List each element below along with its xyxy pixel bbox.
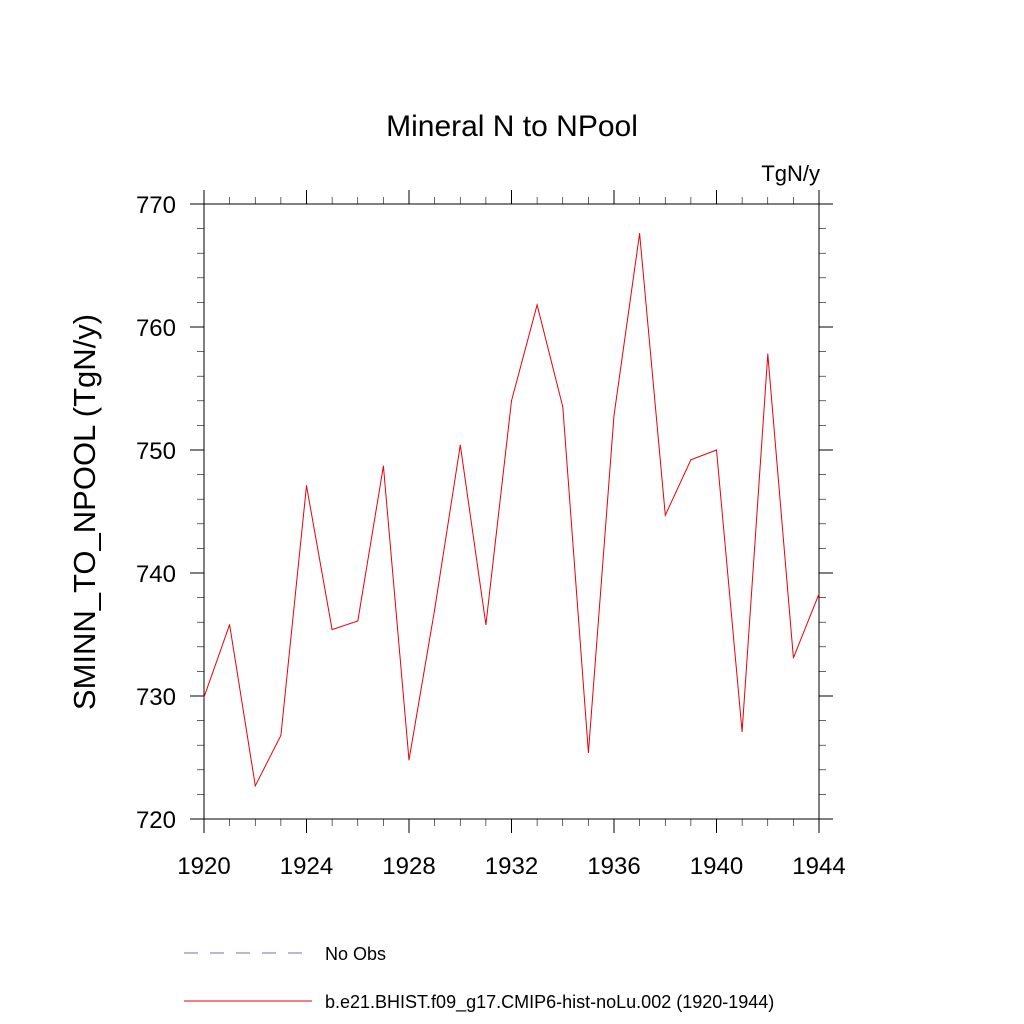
plot-frame (203, 203, 820, 820)
units-label: TgN/y (761, 161, 820, 186)
data-point (485, 624, 487, 626)
data-point (408, 759, 410, 761)
data-point (306, 485, 307, 487)
data-point (716, 449, 717, 451)
data-point (280, 734, 282, 736)
data-point (357, 620, 359, 622)
data-point (331, 629, 333, 631)
x-tick-label: 1940 (690, 853, 743, 880)
y-tick-label: 760 (136, 315, 176, 342)
y-tick-label: 730 (136, 684, 176, 711)
x-tick-label: 1932 (485, 853, 538, 880)
data-point (792, 657, 794, 659)
data-point (664, 514, 666, 516)
y-tick-label: 740 (136, 561, 176, 588)
data-point (382, 465, 384, 467)
data-point (511, 400, 512, 402)
chart-title: Mineral N to NPool (386, 110, 638, 143)
data-point (536, 304, 538, 306)
y-tick-label: 770 (136, 192, 176, 219)
data-point (229, 624, 231, 626)
data-point (562, 406, 564, 408)
data-point (741, 731, 743, 733)
data-point (254, 785, 256, 787)
data-point (690, 459, 692, 461)
y-tick-label: 720 (136, 807, 176, 834)
data-point (639, 233, 641, 235)
x-tick-label: 1944 (792, 853, 845, 880)
x-tick-label: 1936 (587, 853, 640, 880)
data-point (587, 752, 589, 754)
y-axis-label: SMINN_TO_NPOOL (TgN/y) (67, 314, 102, 710)
data-point (613, 415, 615, 417)
legend-label: No Obs (325, 944, 386, 964)
axis-ticks: 1920 1924 1928 1932 1936 1940 1944 720 730 740 750… (136, 190, 846, 880)
series-layer (203, 233, 820, 788)
x-tick-label: 1920 (177, 853, 230, 880)
x-tick-label: 1924 (280, 853, 333, 880)
data-point (434, 609, 436, 611)
legend: No Obs b.e21.BHIST.f09_g17.CMIP6-hist-noL… (184, 944, 774, 1013)
x-tick-label: 1928 (382, 853, 435, 880)
legend-label: b.e21.BHIST.f09_g17.CMIP6-hist-noLu.002 … (325, 992, 774, 1013)
data-point (818, 593, 820, 595)
data-point (767, 353, 769, 355)
y-tick-label: 750 (136, 438, 176, 465)
data-point (459, 444, 461, 446)
series-line-0 (203, 233, 820, 788)
data-point (203, 696, 205, 698)
